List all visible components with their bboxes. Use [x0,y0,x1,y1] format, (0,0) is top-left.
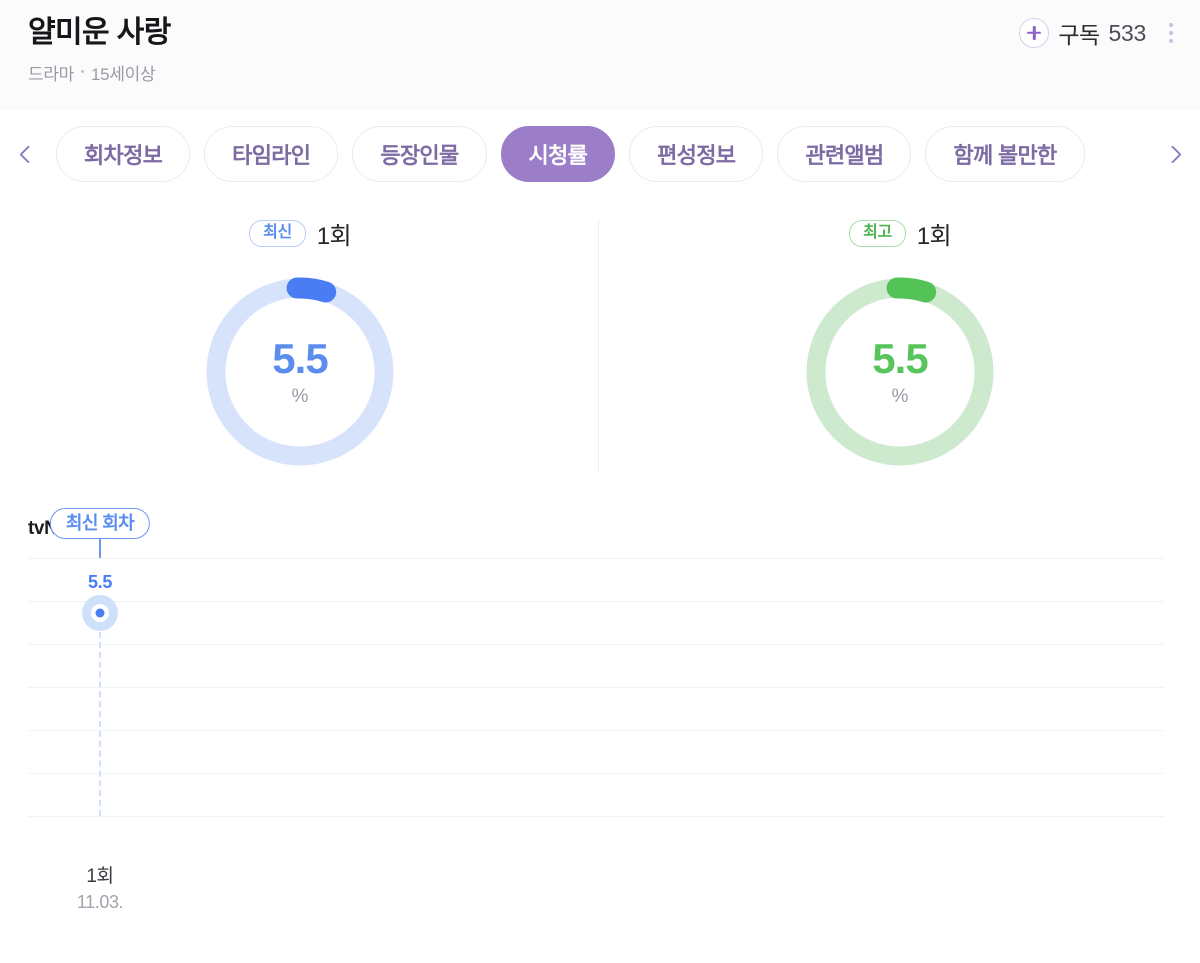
genre-label: 드라마 [28,64,75,84]
latest-rating-value: 5.5 [272,335,328,382]
chart-channel-label: tvN [28,518,58,539]
chart-gridlines [28,550,1164,850]
subscribe-count: 533 [1108,19,1147,46]
tab-label: 관련앨범 [805,143,884,168]
rating-summary: 최신 1회 5.5 % 최고 1회 5.5 % [0,198,1200,518]
subscribe-label: 구독 [1058,22,1100,48]
summary-divider [598,220,599,472]
tab-3[interactable]: 등장인물 [352,126,487,182]
plus-circle-icon [1019,18,1050,48]
x-tick-date: 11.03. [76,891,124,912]
tab-1[interactable]: 회차정보 [56,126,191,182]
tab-label: 타임라인 [232,143,311,168]
latest-badge: 최신 [249,220,306,247]
subscribe-button[interactable]: 구독 533 [1019,16,1146,50]
highest-rating-card: 최고 1회 5.5 % [600,198,1200,518]
tab-list[interactable]: 회차정보 타임라인 등장인물 시청률 편성정보 관련앨범 함께 볼만한 [56,110,1142,198]
header-actions: 구독 533 [1019,16,1182,50]
highest-rating-unit: % [891,386,909,407]
latest-rating-unit: % [291,386,309,407]
highest-donut-chart: 5.5 % [796,268,1004,476]
latest-donut-chart: 5.5 % [196,268,404,476]
gridline [28,773,1164,774]
latest-episode-label: 1회 [316,223,352,250]
highest-rating-header: 최고 1회 [849,216,952,251]
separator-dot-icon [81,69,85,73]
tab-2[interactable]: 타임라인 [204,126,339,182]
header-title-block: 얄미운 사랑 드라마 15세이상 [28,14,171,85]
gridline [28,816,1164,817]
tab-7[interactable]: 함께 볼만한 [925,126,1085,182]
x-axis-tick: 1회 11.03. [76,864,124,914]
latest-episode-annotation[interactable]: 최신 회차 [49,508,151,540]
annotation-stem [99,539,101,559]
data-point-drop-line [99,632,101,816]
chart-plot-area: 최신 회차 5.5 [28,508,1164,850]
page-subtitle: 드라마 15세이상 [28,60,171,85]
tab-label: 회차정보 [84,143,163,168]
kebab-menu-icon[interactable] [1160,16,1182,50]
gridline [28,644,1164,645]
chevron-left-icon [18,144,38,164]
latest-rating-card: 최신 1회 5.5 % [0,198,600,518]
age-rating-label: 15세이상 [91,64,156,84]
data-point-label: 5.5 [87,572,113,593]
gridline [28,558,1164,559]
tab-6[interactable]: 관련앨범 [777,126,912,182]
gridline [28,601,1164,602]
latest-donut-center: 5.5 % [196,268,404,476]
tab-5[interactable]: 편성정보 [629,126,764,182]
tab-scroll-prev-button[interactable] [0,110,52,198]
tab-label: 편성정보 [657,143,736,168]
page-header: 얄미운 사랑 드라마 15세이상 구독 533 [0,0,1200,110]
highest-rating-value: 5.5 [872,335,928,382]
data-point-marker-core [95,608,105,618]
highest-episode-label: 1회 [916,223,952,250]
tab-scroll-next-button[interactable] [1148,110,1200,198]
tab-4[interactable]: 시청률 [500,126,616,182]
gridline [28,687,1164,688]
tab-label: 시청률 [528,143,588,168]
page-title: 얄미운 사랑 [28,16,171,49]
gridline [28,730,1164,731]
highest-donut-center: 5.5 % [796,268,1004,476]
tab-bar: 회차정보 타임라인 등장인물 시청률 편성정보 관련앨범 함께 볼만한 [0,110,1200,198]
chevron-right-icon [1162,144,1182,164]
x-tick-episode: 1회 [86,866,114,887]
latest-rating-header: 최신 1회 [249,216,352,251]
tab-label: 함께 볼만한 [953,143,1057,168]
rating-trend-chart: tvN 최신 회차 5.5 1회 11.03. [0,508,1200,912]
highest-badge: 최고 [849,220,906,247]
tab-label: 등장인물 [380,143,459,168]
chart-x-axis: 1회 11.03. [28,850,1164,912]
